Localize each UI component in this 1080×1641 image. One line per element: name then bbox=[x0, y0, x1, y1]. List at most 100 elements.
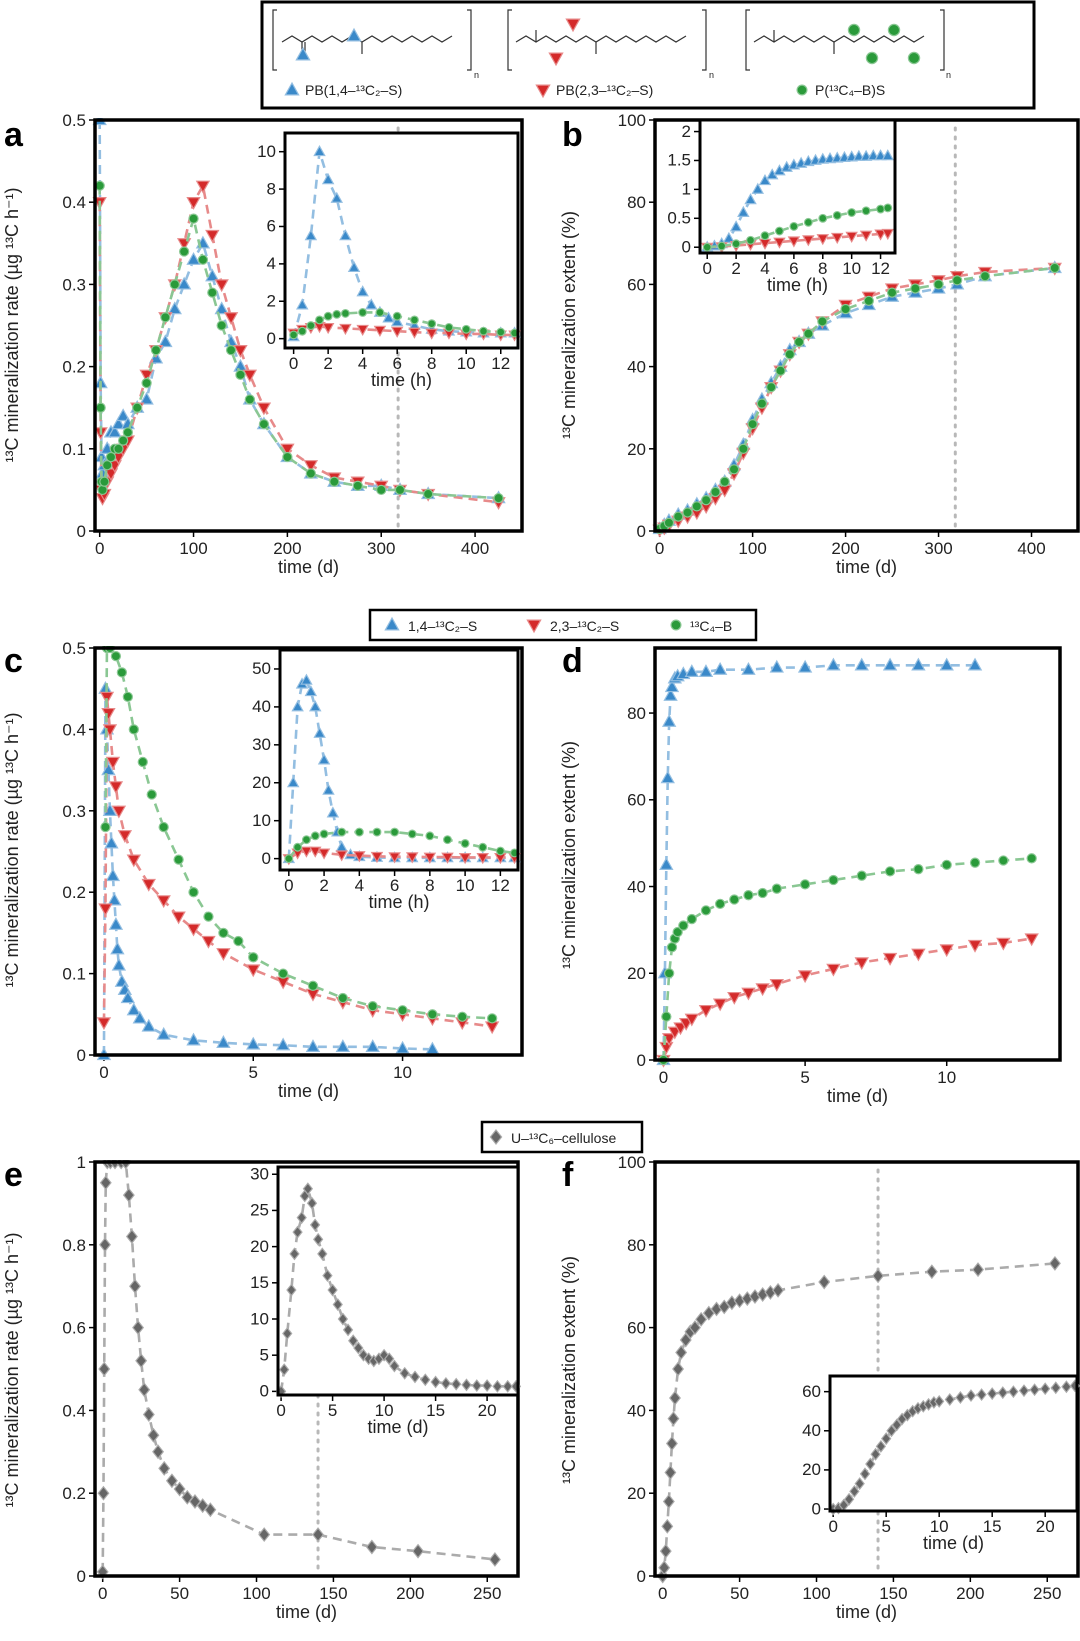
panel-c-xlabel: time (d) bbox=[278, 1081, 339, 1101]
panel-d-s23-point bbox=[854, 957, 869, 971]
panel-e-inset-cellulose-point bbox=[378, 1348, 390, 1362]
panel-e-inset-frame bbox=[276, 1165, 520, 1397]
panel-f-cellulose-point bbox=[675, 1344, 688, 1360]
panel-c-inset-series-b4-line bbox=[287, 830, 515, 860]
panel-e-inset-ytick-label: 25 bbox=[250, 1201, 269, 1220]
panel-f-inset-cellulose-point bbox=[843, 1492, 855, 1506]
panel-a-s14-point bbox=[107, 424, 122, 438]
panel-e-inset-cellulose-point bbox=[440, 1376, 452, 1390]
structure-label-1b bbox=[346, 27, 362, 42]
panel-f-inset-cellulose-point bbox=[1029, 1383, 1040, 1397]
panel-b-b4-point bbox=[673, 511, 684, 522]
panel-e-cellulose-point bbox=[99, 1175, 112, 1191]
panel-a-b4-point bbox=[329, 476, 340, 487]
panel-f-inset-cellulose-point bbox=[1040, 1382, 1051, 1396]
panel-d-s23-point bbox=[684, 1013, 700, 1027]
panel-e-cellulose-point bbox=[99, 1237, 111, 1253]
panel-b-inset-s14-point bbox=[852, 149, 866, 161]
panel-a-b4-point bbox=[169, 279, 180, 290]
panel-a-b4-point bbox=[188, 213, 199, 224]
panel-a-inset-b4-point bbox=[323, 311, 333, 321]
panel-a-inset-s14-point bbox=[382, 311, 395, 323]
panel-c-s23-point bbox=[126, 854, 142, 868]
panel-b-b4-point bbox=[863, 295, 874, 306]
panel-a-frame bbox=[93, 118, 524, 533]
panel-c-b4-point bbox=[307, 980, 319, 991]
panel-a-s14-point bbox=[111, 416, 126, 430]
panel-c-b4-point bbox=[188, 887, 199, 898]
panel-b-inset-s23-point bbox=[881, 228, 895, 241]
panel-d-s14-point bbox=[939, 657, 954, 671]
panel-f-xtick-label: 250 bbox=[1033, 1584, 1061, 1603]
panel-a-b4-point bbox=[493, 492, 504, 504]
panel-d-s23-point bbox=[967, 939, 983, 953]
panel-b-b4-point bbox=[682, 507, 693, 518]
panel-b-inset-s14-point bbox=[867, 149, 880, 161]
panel-a-inset-ytick-label: 6 bbox=[267, 217, 276, 236]
panel-f-ytick-label: 60 bbox=[627, 1319, 646, 1338]
panel-a-series-s14-line bbox=[98, 119, 499, 500]
panel-b-inset-xtick-label: 2 bbox=[731, 259, 740, 278]
legend-bottom-marker-1 bbox=[489, 1129, 503, 1145]
panel-d-b4-point bbox=[729, 894, 740, 905]
panel-b-xtick-label: 300 bbox=[924, 539, 952, 558]
panel-e-inset-cellulose-point bbox=[313, 1232, 324, 1246]
panel-b-b4-point bbox=[710, 486, 721, 498]
panel-f-inset-cellulose-point bbox=[997, 1386, 1008, 1400]
panel-a-b4-point bbox=[352, 480, 363, 491]
panel-e-cellulose-point bbox=[488, 1551, 501, 1567]
panel-a-s14-point bbox=[167, 301, 182, 315]
panel-a-b4-point bbox=[394, 484, 406, 496]
panel-b-b4-point bbox=[1049, 262, 1060, 274]
panel-c-inset-xtick-label: 2 bbox=[319, 876, 328, 895]
panel-e-ytick-label: 0.8 bbox=[62, 1236, 86, 1255]
panel-f-inset-xtick-label: 5 bbox=[881, 1517, 890, 1536]
panel-e-cellulose-point bbox=[165, 1473, 178, 1489]
panel-d-frame bbox=[653, 646, 1062, 1062]
panel-a-b4-point bbox=[150, 345, 162, 356]
panel-a-inset-plot-area bbox=[287, 144, 521, 342]
panel-letter-a: a bbox=[4, 116, 24, 154]
panel-b-b4-point bbox=[817, 316, 828, 327]
panel-b-inset-frame bbox=[698, 118, 897, 255]
panel-d-ytick-label: 20 bbox=[627, 964, 646, 983]
legend-top-frame bbox=[260, 0, 1036, 110]
panel-a-ytick-label: 0.4 bbox=[62, 193, 86, 212]
panel-f-cellulose-point bbox=[667, 1411, 680, 1427]
panel-b-inset-s23-point bbox=[773, 237, 786, 249]
structure-label-3d bbox=[907, 51, 921, 65]
panel-f-inset-cellulose-point bbox=[955, 1391, 966, 1404]
panel-c-s14-point bbox=[132, 1010, 147, 1024]
panel-b-ytick-label: 80 bbox=[627, 193, 646, 212]
panel-b-b4-point bbox=[728, 464, 740, 475]
panel-d-s23-point bbox=[996, 937, 1011, 951]
panel-b-inset-b4-point bbox=[717, 241, 727, 251]
structure-pb-23-s bbox=[507, 9, 707, 71]
panel-f-inset-cellulose-point bbox=[1018, 1384, 1030, 1398]
panel-b-inset-ytick-label: 0.5 bbox=[667, 209, 691, 228]
panel-d-xtick-label: 10 bbox=[937, 1068, 956, 1087]
panel-c-s14-point bbox=[156, 1026, 171, 1040]
panel-d-b4-point bbox=[661, 1011, 672, 1022]
panel-a-ytick-label: 0.1 bbox=[62, 440, 86, 459]
panel-e-inset-cellulose-point bbox=[286, 1283, 297, 1297]
panel-c-b4-point bbox=[173, 854, 184, 865]
panel-c-s14-point bbox=[111, 957, 127, 971]
panel-c-inset-ytick-label: 40 bbox=[252, 697, 271, 716]
panel-a-s23-point bbox=[195, 180, 211, 194]
panel-d-s14-point bbox=[741, 661, 756, 675]
subscript-n-1: n bbox=[474, 70, 479, 80]
panel-a-b4-point bbox=[179, 246, 190, 257]
panel-f-cellulose-point bbox=[972, 1262, 984, 1278]
panel-a-b4-point bbox=[235, 369, 246, 380]
panel-d-s14-point bbox=[712, 661, 728, 675]
panel-e-xtick-label: 100 bbox=[242, 1584, 270, 1603]
panel-f-plot-area bbox=[656, 1255, 1061, 1584]
panel-f-inset-cellulose-point bbox=[965, 1389, 977, 1403]
panel-c-inset-xtick-label: 10 bbox=[456, 876, 475, 895]
panel-c-s14-point bbox=[395, 1040, 410, 1054]
panel-a-s23-point bbox=[256, 402, 272, 416]
panel-e-inset-cellulose-point bbox=[451, 1377, 462, 1391]
panel-f-ylabel: ¹³C mineralization extent (%) bbox=[559, 1256, 579, 1484]
panel-a-inset-series-s23-line bbox=[293, 325, 515, 337]
